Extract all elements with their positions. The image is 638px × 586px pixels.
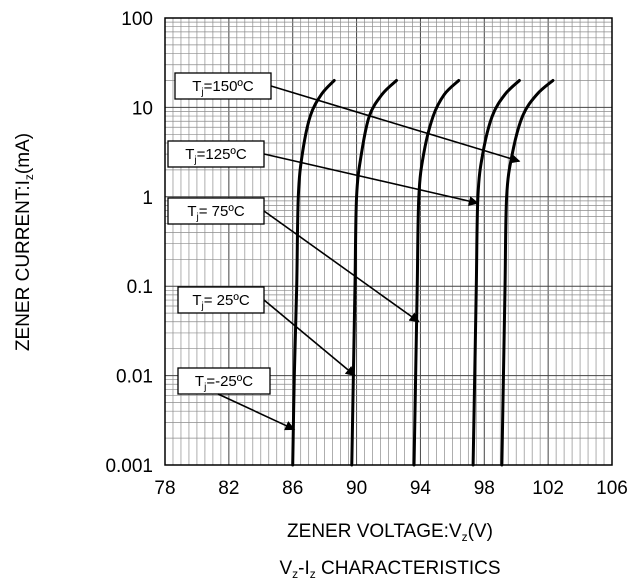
annotation-arrow: [263, 210, 420, 323]
plot-frame-rect: [164, 17, 613, 466]
x-tick-label: 102: [532, 478, 564, 499]
x-tick-label: 94: [410, 478, 432, 499]
x-tick-label: 82: [218, 478, 239, 499]
annotation-1: Tj=125ºC: [167, 140, 479, 206]
series-line-1: [350, 78, 398, 467]
x-tick-label: 86: [282, 478, 303, 499]
annotations: Tj=150ºC Tj=125ºC Tj= 75ºC Tj= 25ºC Tj=-25ºC: [167, 72, 521, 431]
y-tick-label: 10: [132, 98, 153, 119]
series-line-0: [291, 78, 336, 467]
x-tick-label: 90: [346, 478, 367, 499]
annotation-4: Tj=-25ºC: [177, 367, 296, 431]
y-tick-label: 0.1: [127, 277, 153, 298]
y-tick-label: 0.001: [105, 456, 153, 477]
annotation-label: Tj=150ºC: [192, 78, 254, 98]
annotation-2: Tj= 75ºC: [167, 197, 420, 323]
series-lines: [291, 78, 555, 467]
annotation-label: Tj=125ºC: [185, 146, 247, 166]
x-tick-label: 78: [154, 478, 175, 499]
annotation-3: Tj= 25ºC: [177, 286, 356, 377]
annotation-box: [167, 197, 265, 225]
series-line-4: [500, 78, 555, 467]
x-tick-label: 106: [596, 478, 628, 499]
y-tick-label: 1: [142, 188, 153, 209]
annotation-label: Tj=-25ºC: [195, 373, 253, 393]
annotation-label: Tj= 25ºC: [192, 292, 249, 312]
annotation-box: [174, 72, 272, 100]
series-line-3: [471, 78, 521, 467]
annotation-0: Tj=150ºC: [174, 72, 521, 164]
x-axis-title: ZENER VOLTAGE:Vz(V): [287, 521, 493, 544]
tick-labels: 78 82 86 90 94 98 102 106 0.001 0.01 0.1 1 10 100: [105, 9, 627, 499]
annotation-label: Tj= 75ºC: [187, 203, 244, 223]
plot-frame: [164, 17, 613, 466]
annotation-arrow: [263, 299, 356, 377]
y-tick-label: 0.01: [116, 367, 153, 388]
annotation-arrow: [270, 85, 521, 164]
y-tick-label: 100: [121, 9, 153, 30]
x-tick-label: 98: [474, 478, 495, 499]
annotation-arrow: [217, 393, 296, 431]
annotation-arrow: [263, 153, 479, 206]
annotation-box: [177, 367, 271, 395]
chart-title: Vz-Iz CHARACTERISTICS: [279, 558, 500, 581]
y-axis-title: ZENER CURRENT:Iz(mA): [13, 133, 36, 351]
annotation-box: [177, 286, 265, 314]
